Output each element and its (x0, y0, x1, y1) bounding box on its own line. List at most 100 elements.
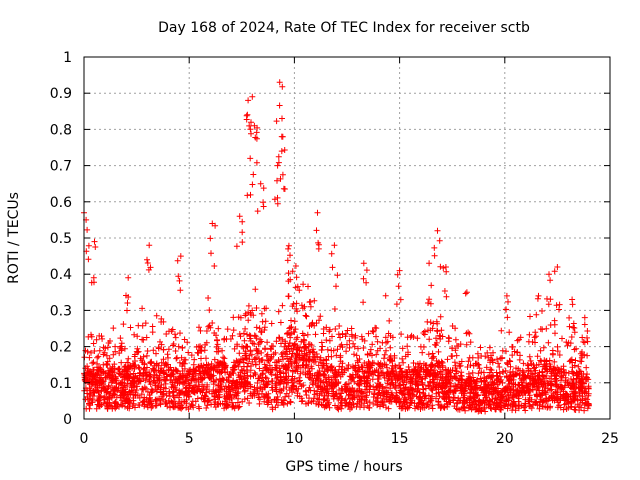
data-point (212, 222, 219, 229)
data-point (189, 402, 196, 409)
data-point (121, 389, 128, 395)
data-point (116, 350, 123, 357)
data-point (532, 339, 538, 346)
data-point (331, 368, 338, 374)
data-point (290, 329, 297, 335)
data-point (254, 350, 261, 357)
data-point (146, 376, 153, 383)
data-point (491, 387, 498, 394)
data-point (480, 397, 487, 404)
data-point (140, 353, 147, 360)
data-point (116, 365, 123, 372)
data-point (236, 213, 243, 220)
data-point (284, 364, 291, 371)
data-point (537, 326, 544, 332)
data-point (470, 374, 476, 381)
data-point (247, 348, 254, 355)
data-point (150, 347, 157, 354)
data-point (265, 367, 272, 374)
data-point (165, 361, 171, 368)
data-point (278, 351, 285, 358)
data-point (566, 314, 573, 321)
data-point (548, 393, 555, 400)
data-point (274, 200, 281, 207)
data-point (568, 403, 575, 410)
data-point (222, 383, 229, 390)
data-point (293, 305, 300, 312)
data-point (539, 308, 545, 314)
data-point (97, 365, 104, 372)
data-point (264, 393, 271, 400)
data-point (324, 386, 331, 393)
data-point (350, 375, 357, 381)
data-point (291, 318, 298, 325)
data-point (242, 387, 248, 394)
data-point (326, 328, 333, 335)
data-point (95, 401, 102, 408)
data-point (189, 388, 196, 395)
data-point (545, 385, 551, 392)
data-point (438, 384, 445, 391)
data-point (279, 115, 285, 122)
data-point (458, 384, 465, 390)
data-point (167, 404, 173, 411)
data-point (142, 320, 149, 327)
data-point (198, 355, 204, 362)
data-point (570, 377, 577, 383)
data-point (456, 375, 463, 382)
data-point (135, 348, 142, 355)
data-point (386, 317, 393, 324)
data-point (547, 296, 554, 303)
data-point (107, 402, 114, 409)
data-point (84, 226, 91, 233)
data-point (276, 102, 283, 109)
data-point (168, 398, 175, 405)
data-point (85, 365, 92, 372)
data-point (332, 376, 339, 383)
data-point (249, 358, 256, 365)
data-point (408, 399, 415, 406)
data-point (535, 361, 542, 368)
data-point (339, 363, 346, 370)
data-point (151, 368, 158, 375)
data-point (523, 383, 530, 390)
data-point (522, 407, 529, 414)
data-point (244, 369, 251, 375)
data-point (297, 364, 304, 371)
data-point (554, 389, 561, 396)
data-point (486, 344, 493, 351)
data-point (363, 267, 370, 274)
data-point (211, 263, 218, 269)
data-point (569, 301, 576, 308)
data-point (286, 348, 293, 355)
data-point (462, 407, 469, 414)
data-point (370, 394, 377, 400)
data-point (125, 274, 132, 281)
data-point (389, 358, 396, 365)
data-point (314, 353, 321, 360)
data-point (398, 331, 405, 338)
data-point (537, 347, 544, 354)
data-point (360, 275, 367, 282)
data-point (93, 336, 100, 343)
data-point (245, 302, 252, 309)
data-point (366, 363, 373, 370)
data-point (443, 268, 450, 275)
data-point (87, 402, 94, 409)
data-point (221, 405, 228, 412)
data-point (273, 386, 280, 393)
data-point (574, 370, 581, 377)
data-point (118, 346, 125, 353)
data-point (252, 361, 259, 368)
data-point (577, 380, 584, 387)
data-point (101, 396, 108, 403)
data-point (164, 373, 171, 380)
data-point (148, 398, 155, 405)
data-point (551, 358, 558, 365)
data-point (403, 379, 410, 386)
data-point (535, 372, 542, 379)
data-point (517, 367, 523, 374)
data-point (541, 378, 548, 385)
data-point (253, 335, 260, 342)
data-point (268, 346, 275, 353)
